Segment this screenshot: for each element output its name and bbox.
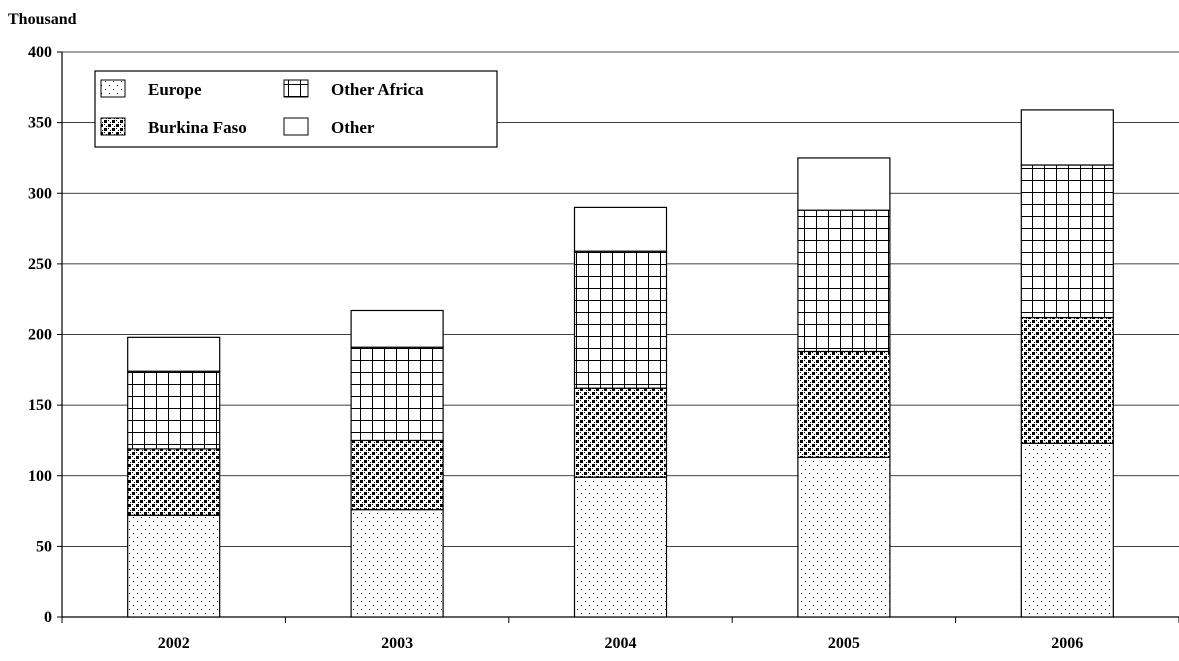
legend-swatch-other-africa xyxy=(283,79,309,98)
legend-label-other-africa: Other Africa xyxy=(331,80,424,99)
legend-label-burkina-faso: Burkina Faso xyxy=(148,118,247,137)
bar-2006-burkina-faso xyxy=(1020,316,1114,444)
y-tick-label: 0 xyxy=(44,609,52,626)
bar-2005-europe xyxy=(797,456,891,618)
bar-2003-burkina-faso xyxy=(350,439,444,511)
y-tick-label: 100 xyxy=(28,468,52,485)
bar-2002-other xyxy=(127,336,221,372)
bar-2003-other-africa xyxy=(350,346,444,442)
y-tick-label: 350 xyxy=(28,115,52,132)
y-tick-label: 150 xyxy=(28,397,52,414)
bars xyxy=(127,109,1114,618)
y-tick-label: 400 xyxy=(28,44,52,61)
tick-labels: 0 50 100 150 200 250 300 350 400 2002 2003 2004 2005… xyxy=(28,44,1083,652)
y-tick-label: 50 xyxy=(36,538,52,555)
x-tick-label: 2005 xyxy=(828,635,860,652)
bar-2002-other-africa xyxy=(127,370,221,450)
bar-2004-burkina-faso xyxy=(573,387,668,478)
bar-2002-europe xyxy=(127,514,221,618)
bar-2006-other-africa xyxy=(1020,164,1114,319)
y-axis-label: Thousand xyxy=(8,11,77,28)
legend-label-europe: Europe xyxy=(148,80,202,99)
bar-2002-burkina-faso xyxy=(127,448,221,516)
x-tick-label: 2006 xyxy=(1051,635,1083,652)
bar-2004-other-africa xyxy=(573,250,668,389)
bar-2005-other-africa xyxy=(797,209,891,353)
bar-2004-other xyxy=(573,206,668,252)
x-tick-label: 2004 xyxy=(605,635,637,652)
bar-2006-other xyxy=(1020,109,1114,166)
y-tick-label: 250 xyxy=(28,256,52,273)
legend: Europe Other Africa Burkina Faso Other xyxy=(94,70,498,148)
bar-2003-europe xyxy=(350,509,444,618)
bar-2005-other xyxy=(797,157,891,211)
bar-2003-other xyxy=(350,309,444,348)
bar-2006-europe xyxy=(1020,442,1114,618)
y-tick-label: 200 xyxy=(28,327,52,344)
bar-2005-burkina-faso xyxy=(797,350,891,458)
bar-2004-europe xyxy=(573,476,668,618)
legend-swatch-europe xyxy=(100,79,126,98)
y-tick-label: 300 xyxy=(28,185,52,202)
legend-label-other: Other xyxy=(331,118,375,137)
x-tick-label: 2002 xyxy=(158,635,190,652)
legend-swatch-other xyxy=(283,117,309,136)
x-tick-label: 2003 xyxy=(381,635,413,652)
legend-swatch-burkina-faso xyxy=(100,117,126,136)
